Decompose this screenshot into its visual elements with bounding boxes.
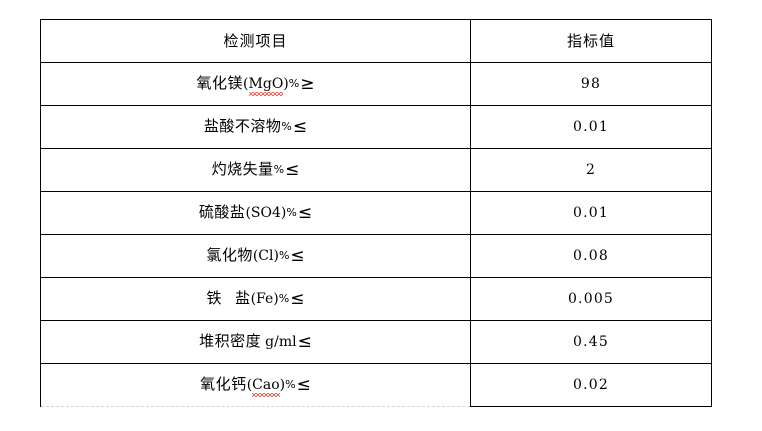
chemical-formula: Cl: [258, 247, 274, 264]
test-item-text: 灼烧失量%≤: [211, 159, 300, 180]
column-header-test-item: 检测项目: [40, 19, 471, 63]
cell-index-value: 0.01: [470, 105, 712, 149]
paren-close: ): [279, 376, 286, 393]
cell-test-item: 盐酸不溶物%≤: [40, 105, 471, 149]
measurement-unit: g/ml: [265, 333, 297, 350]
limit-operator: %≤: [278, 288, 305, 309]
paren-open: (: [245, 204, 251, 221]
comparison-symbol: ≤: [296, 374, 311, 395]
cell-test-item: 硫酸盐(SO4)%≤: [40, 191, 471, 235]
test-item-name-cn: 氯化物: [206, 245, 253, 264]
test-item-text: 氯化物(Cl)%≤: [206, 245, 305, 266]
chemical-formula: SO4: [250, 204, 281, 221]
paren-open: (: [243, 75, 249, 92]
limit-operator: %≤: [286, 202, 313, 223]
percent-symbol: %: [281, 119, 292, 133]
index-value-text: 98: [580, 76, 602, 93]
test-item-name-cn: 硫酸盐: [198, 202, 246, 221]
test-item-name-cn: 盐酸不溶物: [203, 116, 282, 135]
test-item-text: 氧化钙(Cao)%≤: [200, 374, 311, 398]
paren-close: ): [280, 204, 287, 221]
limit-operator: ≤: [297, 331, 312, 352]
limit-operator: %≥: [288, 73, 315, 94]
chemical-formula: Fe: [256, 290, 274, 307]
comparison-symbol: ≤: [285, 159, 300, 180]
paren-open: (: [246, 376, 253, 393]
cell-test-item: 铁盐(Fe)%≤: [40, 277, 471, 321]
cell-index-value: 0.08: [470, 234, 712, 278]
chemical-formula: Cao: [252, 376, 280, 398]
table-header-row: 检测项目 指标值: [40, 19, 712, 63]
limit-operator: %≤: [278, 245, 305, 266]
percent-symbol: %: [278, 248, 290, 262]
percent-symbol: %: [286, 205, 297, 219]
cell-test-item: 堆积密度 g/ml≤: [40, 320, 471, 364]
cell-index-value: 2: [470, 148, 712, 192]
table-row: 灼烧失量%≤ 2: [40, 148, 712, 192]
test-item-name-cn: 灼烧失量: [211, 159, 274, 178]
index-value-text: 0.01: [573, 205, 609, 222]
table-row: 盐酸不溶物%≤ 0.01: [40, 105, 712, 149]
comparison-symbol: ≥: [300, 73, 315, 94]
test-item-name-cn-2: 盐: [235, 288, 251, 307]
chemical-formula: MgO: [248, 75, 284, 97]
test-item-name-cn: 铁: [206, 288, 223, 307]
limit-operator: %≤: [273, 159, 300, 180]
paren-close: ): [273, 290, 279, 307]
column-header-index-value-label: 指标值: [566, 31, 615, 50]
table-row: 硫酸盐(SO4)%≤ 0.01: [40, 191, 712, 235]
cell-index-value: 0.02: [470, 363, 712, 407]
comparison-symbol: ≤: [292, 116, 308, 137]
index-value-text: 2: [585, 162, 597, 179]
index-value-text: 0.45: [573, 334, 609, 351]
test-item-text: 铁盐(Fe)%≤: [206, 288, 305, 309]
table-header: 检测项目 指标值: [40, 19, 712, 63]
percent-symbol: %: [273, 162, 285, 176]
percent-symbol: %: [285, 377, 296, 391]
limit-operator: %≤: [285, 374, 311, 395]
test-item-text: 堆积密度 g/ml≤: [199, 331, 312, 352]
cell-index-value: 98: [470, 62, 712, 106]
test-item-name-cn: 氧化镁: [196, 73, 244, 92]
comparison-symbol: ≤: [297, 202, 313, 223]
table-row: 氧化钙(Cao)%≤ 0.02: [40, 363, 712, 407]
comparison-symbol: ≤: [290, 245, 305, 266]
test-item-name-cn: 氧化钙: [200, 374, 247, 393]
index-value-text: 0.01: [573, 119, 609, 136]
index-value-text: 0.02: [573, 377, 609, 394]
paren-open: (: [250, 290, 257, 307]
paren-close: ): [273, 247, 279, 264]
cell-test-item: 灼烧失量%≤: [40, 148, 471, 192]
table-row: 铁盐(Fe)%≤ 0.005: [40, 277, 712, 321]
table-row: 氧化镁(MgO)%≥ 98: [40, 62, 712, 106]
table-row: 堆积密度 g/ml≤ 0.45: [40, 320, 712, 364]
limit-operator: %≤: [281, 116, 308, 137]
paren-close: ): [283, 75, 289, 92]
percent-symbol: %: [288, 76, 300, 90]
cell-index-value: 0.45: [470, 320, 712, 364]
specification-table: 检测项目 指标值 氧化镁(MgO)%≥ 98 盐酸不溶物%≤ 0.01 灼烧失量%≤ 2 硫…: [40, 19, 712, 407]
table-row: 氯化物(Cl)%≤ 0.08: [40, 234, 712, 278]
cell-test-item: 氧化钙(Cao)%≤: [40, 363, 471, 407]
comparison-symbol: ≤: [290, 288, 305, 309]
test-item-text: 硫酸盐(SO4)%≤: [198, 202, 313, 223]
table-body: 氧化镁(MgO)%≥ 98 盐酸不溶物%≤ 0.01 灼烧失量%≤ 2 硫酸盐(SO4)%≤…: [40, 62, 712, 407]
column-header-index-value: 指标值: [470, 19, 712, 63]
test-item-text: 氧化镁(MgO)%≥: [196, 73, 315, 97]
cell-test-item: 氧化镁(MgO)%≥: [40, 62, 471, 106]
paren-open: (: [252, 247, 259, 264]
comparison-symbol: ≤: [297, 331, 312, 352]
index-value-text: 0.08: [573, 248, 609, 265]
test-item-name-cn: 堆积密度: [199, 331, 262, 350]
column-header-test-item-label: 检测项目: [223, 31, 288, 50]
test-item-text: 盐酸不溶物%≤: [203, 116, 308, 137]
cell-index-value: 0.01: [470, 191, 712, 235]
cell-test-item: 氯化物(Cl)%≤: [40, 234, 471, 278]
index-value-text: 0.005: [567, 291, 615, 308]
spec-table-container: 检测项目 指标值 氧化镁(MgO)%≥ 98 盐酸不溶物%≤ 0.01 灼烧失量%≤ 2 硫…: [40, 19, 712, 407]
cell-index-value: 0.005: [470, 277, 712, 321]
percent-symbol: %: [278, 291, 290, 305]
